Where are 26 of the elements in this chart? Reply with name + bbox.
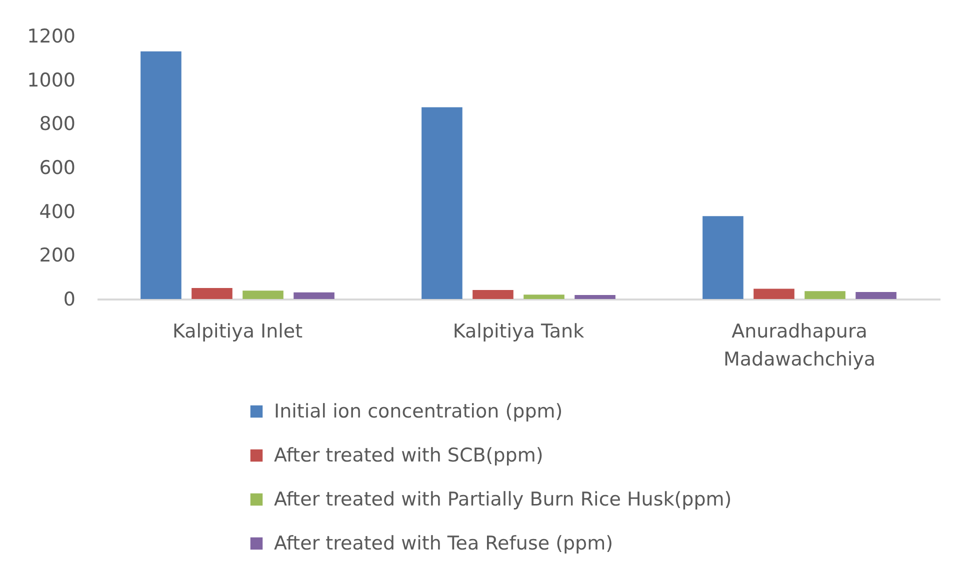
y-tick-label: 800 (39, 113, 76, 136)
bar (140, 51, 182, 299)
bar (702, 216, 744, 299)
bar (472, 290, 514, 299)
y-tick-label: 1000 (27, 69, 76, 92)
y-tick-label: 1200 (27, 26, 76, 48)
x-tick-label: Anuradhapura Madawachchiya (723, 320, 876, 370)
y-tick-label: 400 (39, 200, 76, 223)
y-tick-label: 600 (39, 157, 76, 179)
bar (804, 291, 846, 299)
legend-label: Initial ion concentration (ppm) (274, 400, 563, 422)
bar (422, 107, 462, 299)
x-tick-label: Kalpitiya Tank (452, 320, 584, 342)
x-tick-label: Kalpitiya Inlet (172, 320, 303, 342)
y-tick-label: 200 (39, 244, 76, 267)
legend-label: After treated with Partially Burn Rice Husk(ppm) (274, 488, 732, 510)
bar (192, 288, 232, 299)
bar (856, 292, 896, 299)
bar (294, 292, 334, 299)
bar (574, 295, 616, 299)
bar (524, 294, 564, 299)
y-tick-label: 0 (63, 288, 76, 310)
bar (754, 288, 794, 299)
legend-label: After treated with SCB(ppm) (274, 444, 544, 466)
legend-label: After treated with Tea Refuse (ppm) (274, 532, 614, 554)
bar (242, 290, 284, 299)
